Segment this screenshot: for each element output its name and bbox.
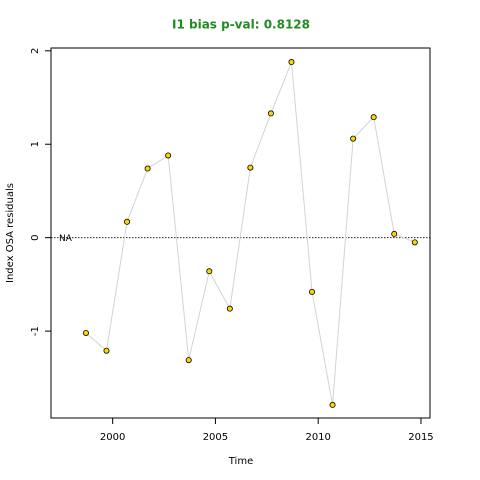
data-point [206, 268, 213, 275]
x-tick-label: 2000 [100, 432, 125, 443]
y-axis-label: Index OSA residuals [5, 183, 16, 283]
annotation: NA [59, 234, 73, 244]
data-point [288, 59, 295, 66]
y-tick-label: -1 [30, 326, 41, 336]
y-tick-label: 0 [30, 234, 41, 240]
x-tick-label: 2015 [408, 432, 433, 443]
data-point [350, 135, 357, 142]
x-axis-label: Time [228, 456, 253, 467]
data-point [124, 218, 131, 225]
series-line [85, 61, 415, 406]
plot-frame [50, 47, 431, 419]
data-point [165, 152, 172, 159]
data-point [267, 110, 274, 117]
y-tick-label: 2 [30, 48, 41, 54]
data-point [82, 329, 89, 336]
data-point [370, 114, 377, 121]
data-point [247, 164, 254, 171]
data-point [185, 357, 192, 364]
data-point [144, 165, 151, 172]
data-point [411, 239, 418, 246]
y-tick-label: 1 [30, 141, 41, 147]
x-tick-label: 2005 [203, 432, 228, 443]
data-point [391, 230, 398, 237]
data-point [226, 305, 233, 312]
data-point [329, 401, 336, 408]
chart-title: I1 bias p-val: 0.8128 [172, 18, 310, 32]
x-tick-label: 2010 [305, 432, 330, 443]
data-point [309, 288, 316, 295]
data-point [103, 347, 110, 354]
